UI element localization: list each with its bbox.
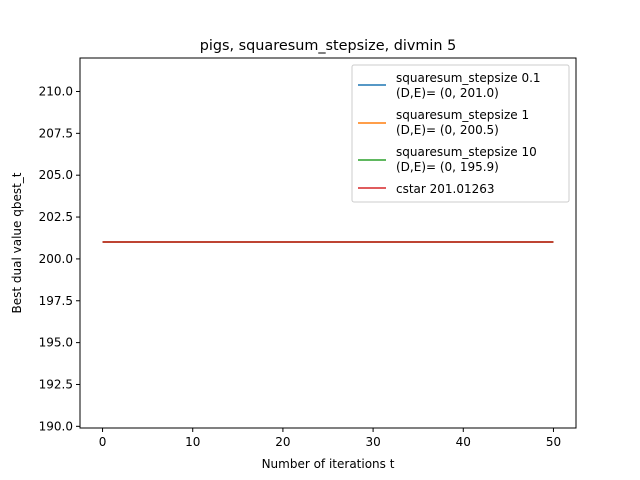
y-axis-ticks: 190.0 192.5 195.0 197.5 200.0 202.5 205.0 207.5… (39, 84, 80, 433)
y-tick-label: 195.0 (39, 336, 73, 350)
y-tick-label: 192.5 (39, 377, 73, 391)
legend-label-0-line2: (D,E)= (0, 201.0) (396, 86, 499, 100)
x-axis-ticks: 0 10 20 30 40 50 (99, 428, 561, 449)
legend-label-1: squaresum_stepsize 1 (396, 108, 529, 122)
x-axis-label: Number of iterations t (262, 457, 395, 471)
chart-title: pigs, squaresum_stepsize, divmin 5 (200, 38, 456, 54)
x-tick-label: 40 (456, 435, 471, 449)
y-tick-label: 200.0 (39, 252, 73, 266)
x-tick-label: 20 (275, 435, 290, 449)
y-axis-label: Best dual value qbest_t (10, 172, 24, 313)
y-tick-label: 210.0 (39, 84, 73, 98)
legend-label-2: squaresum_stepsize 10 (396, 145, 537, 159)
y-tick-label: 207.5 (39, 126, 73, 140)
plot-frame (79, 57, 577, 429)
x-tick-label: 0 (99, 435, 107, 449)
legend: squaresum_stepsize 0.1 (D,E)= (0, 201.0)… (351, 64, 570, 203)
legend-box (351, 64, 570, 203)
y-tick-label: 205.0 (39, 168, 73, 182)
y-tick-label: 190.0 (39, 419, 73, 433)
x-tick-label: 50 (546, 435, 561, 449)
x-tick-label: 10 (185, 435, 200, 449)
y-tick-label: 202.5 (39, 210, 73, 224)
x-tick-label: 30 (365, 435, 380, 449)
legend-label-3: cstar 201.01263 (396, 182, 495, 196)
legend-label-0: squaresum_stepsize 0.1 (396, 71, 541, 85)
legend-label-2-line2: (D,E)= (0, 195.9) (396, 160, 499, 174)
y-tick-label: 197.5 (39, 294, 73, 308)
legend-label-1-line2: (D,E)= (0, 200.5) (396, 123, 499, 137)
